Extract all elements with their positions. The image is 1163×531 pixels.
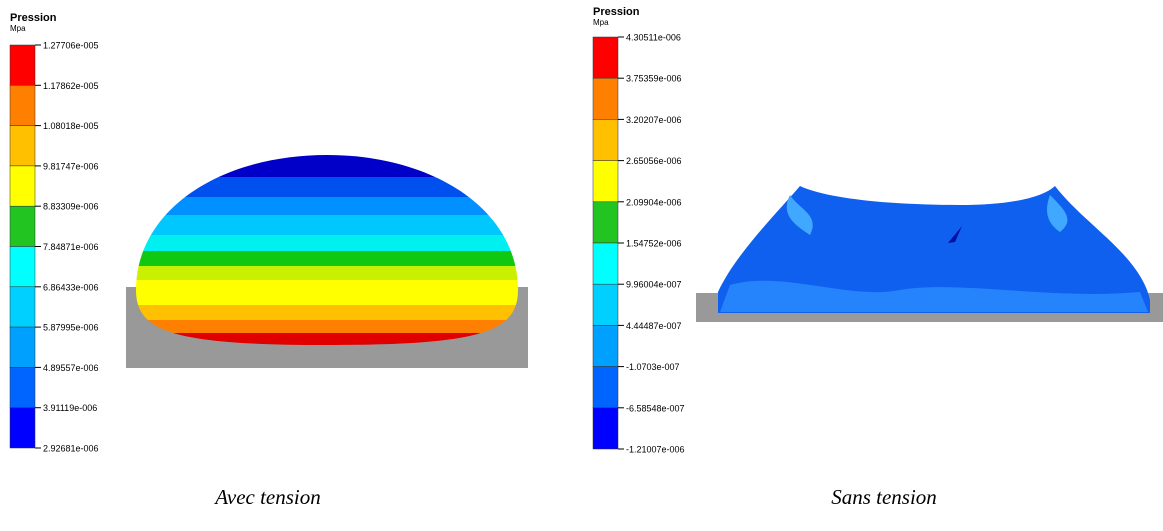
caption: Avec tension (213, 485, 321, 509)
tick-label: 2.09904e-006 (626, 197, 682, 207)
color-band (10, 45, 35, 85)
caption: Sans tension (831, 485, 937, 509)
color-band (593, 367, 618, 408)
color-band (593, 37, 618, 78)
tick-label: 9.81747e-006 (43, 161, 99, 171)
color-band (593, 243, 618, 284)
color-band (10, 287, 35, 327)
tick-label: 7.84871e-006 (43, 242, 99, 252)
legend-unit: Mpa (10, 24, 26, 33)
color-band (593, 202, 618, 243)
color-band (593, 161, 618, 202)
tick-label: 1.08018e-005 (43, 121, 99, 131)
color-band (10, 85, 35, 125)
tick-label: 3.20207e-006 (626, 115, 682, 125)
color-band (10, 408, 35, 448)
tick-label: 6.86433e-006 (43, 282, 99, 292)
tick-label: -1.0703e-007 (626, 362, 680, 372)
color-band (593, 325, 618, 366)
tick-label: 3.91119e-006 (43, 403, 97, 413)
color-band (10, 247, 35, 287)
tick-label: 3.75359e-006 (626, 74, 682, 84)
legend-unit: Mpa (593, 18, 609, 27)
color-band (10, 327, 35, 367)
tick-label: 1.54752e-006 (626, 239, 682, 249)
color-band (593, 284, 618, 325)
color-band (10, 206, 35, 246)
tick-label: -6.58548e-007 (626, 403, 685, 413)
droplet-with-tension (130, 150, 530, 348)
color-band (10, 367, 35, 407)
color-band (10, 126, 35, 166)
tick-label: 4.44487e-007 (626, 321, 682, 331)
figure: PressionMpa1.27706e-0051.17862e-0051.080… (0, 0, 1163, 531)
color-band (593, 78, 618, 119)
color-band (593, 119, 618, 160)
tick-label: -1.21007e-006 (626, 445, 685, 455)
tick-label: 4.30511e-006 (626, 33, 681, 43)
tick-label: 1.27706e-005 (43, 41, 99, 51)
legend-title: Pression (10, 12, 57, 24)
tick-label: 1.17862e-005 (43, 81, 99, 91)
tick-label: 2.92681e-006 (43, 444, 99, 454)
tick-label: 8.83309e-006 (43, 202, 99, 212)
color-band (10, 166, 35, 206)
tick-label: 4.89557e-006 (43, 363, 99, 373)
tick-label: 2.65056e-006 (626, 156, 682, 166)
tick-label: 9.96004e-007 (626, 280, 682, 290)
legend-title: Pression (593, 6, 640, 18)
color-band (593, 408, 618, 449)
tick-label: 5.87995e-006 (43, 323, 99, 333)
